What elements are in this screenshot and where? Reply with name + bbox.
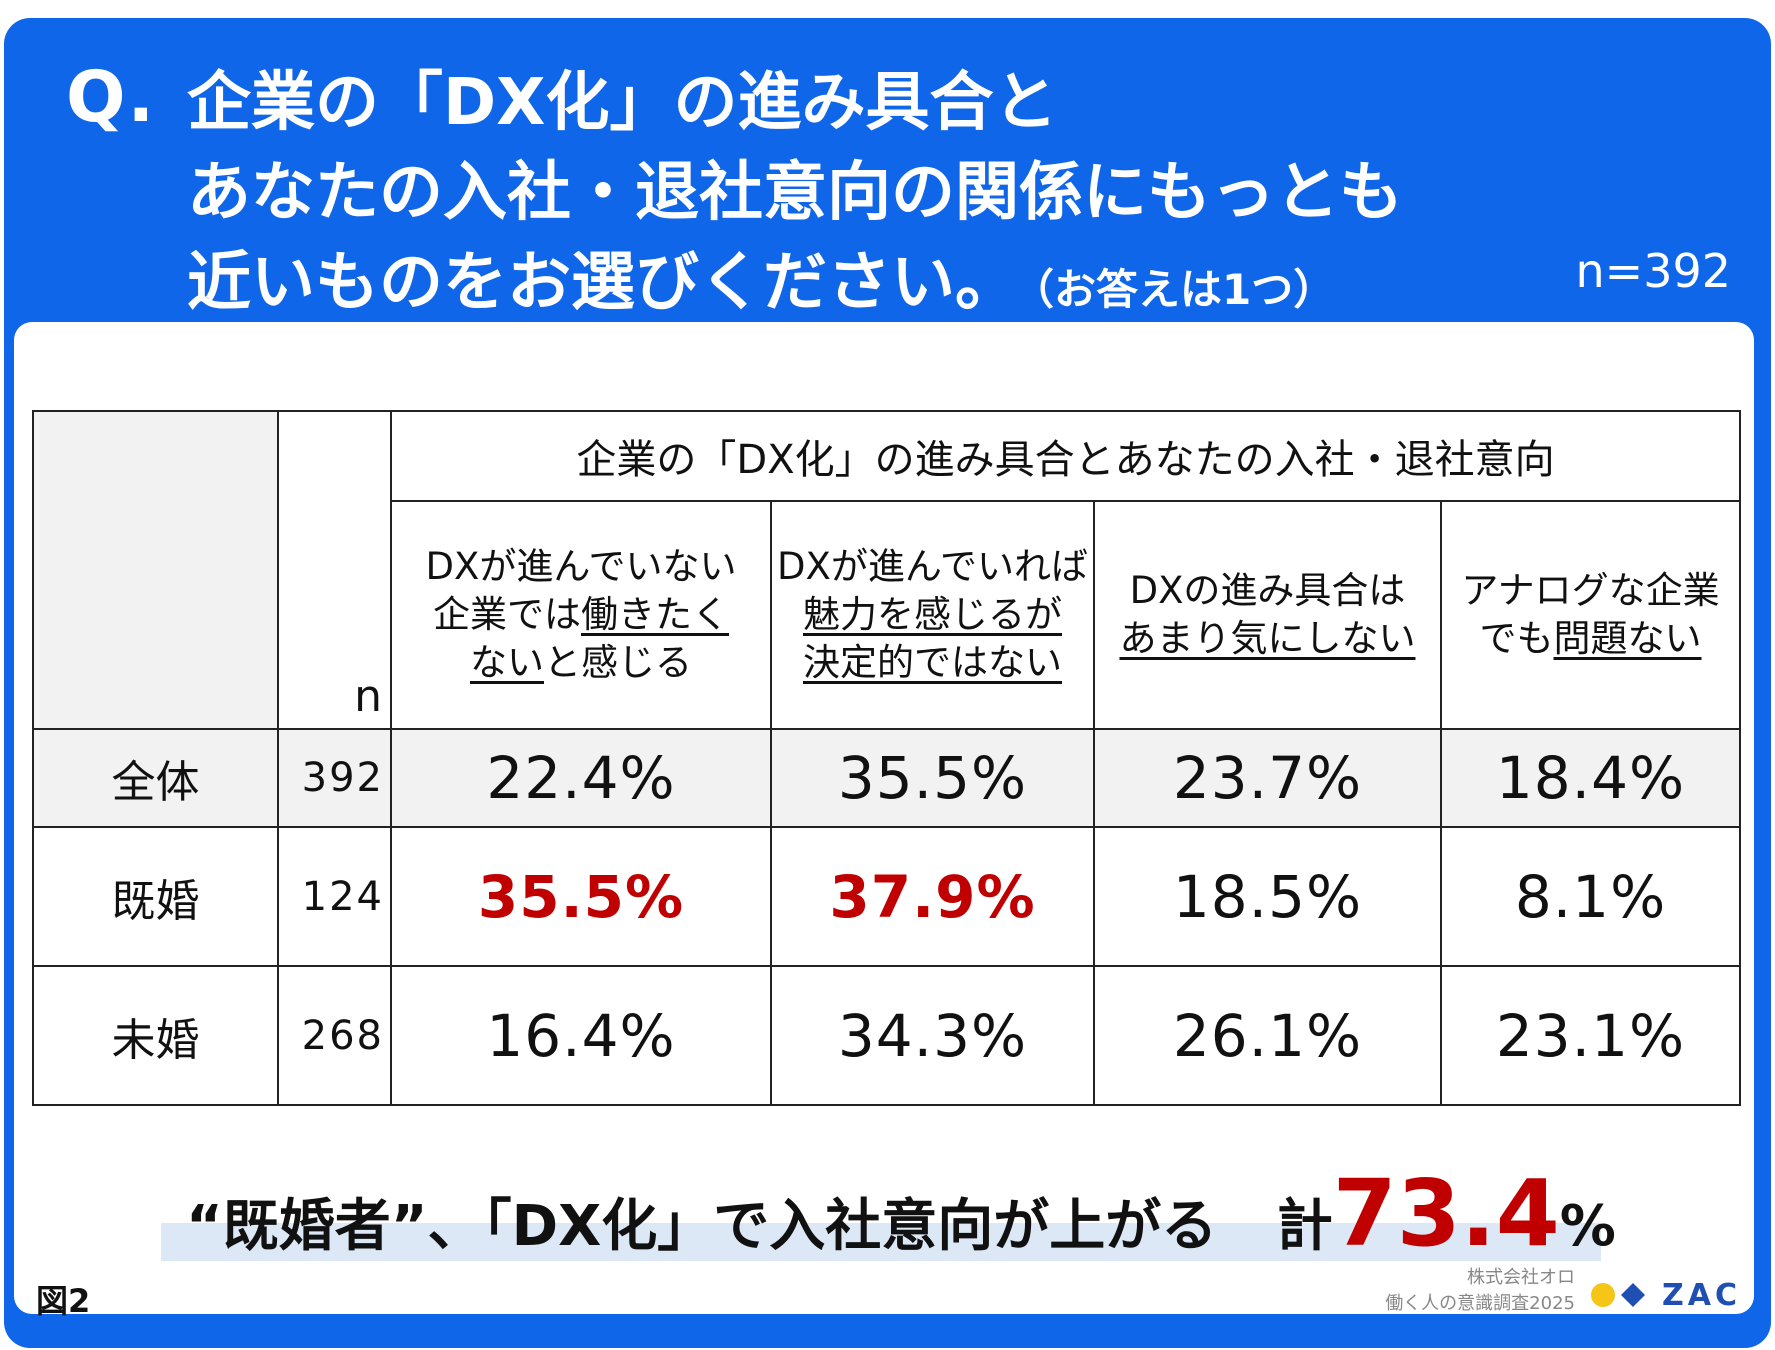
row-n-married: 124 [277,826,392,967]
logo-text: ZAC [1662,1278,1741,1313]
column-header-2: DXが進んでいれば 魅力を感じるが 決定的ではない [770,500,1095,730]
summary-total-value: 73.4 [1332,1160,1560,1267]
credit-survey: 働く人の意識調査2025 [1385,1293,1575,1314]
results-table: n 企業の「DX化」の進み具合とあなたの入社・退社意向 DXが進んでいない 企業… [32,410,1742,1106]
results-panel: n 企業の「DX化」の進み具合とあなたの入社・退社意向 DXが進んでいない 企業… [14,322,1754,1314]
col4-line2: でも問題ない [1442,615,1739,663]
question-line-3: 近いものをお選びください。 （お答えは1つ） [187,238,1627,335]
question-line-2: あなたの入社・退社意向の関係にもっとも [187,156,1403,230]
table-row-married: 既婚 124 35.5% 37.9% 18.5% 8.1% [32,826,1742,967]
column-header-4: アナログな企業 でも問題ない [1439,500,1742,730]
col2-line2: 魅力を感じるが [803,593,1062,636]
question-title: 企業の「DX化」の進み具合と あなたの入社・退社意向の関係にもっとも 近いものを… [187,58,1627,335]
question-line-3-text: 近いものをお選びください。 [187,246,1019,320]
col1-line2a: 企業では [433,593,581,636]
col4-line1: アナログな企業 [1461,569,1720,612]
summary-highlight-bar [161,1223,1601,1261]
col2-line1: DXが進んでいれば [777,545,1088,588]
cell-single-4: 23.1% [1439,965,1742,1106]
cell-total-2: 35.5% [770,728,1095,828]
row-label-single: 未婚 [32,965,279,1106]
row-n-total: 392 [277,728,392,828]
cell-married-2: 37.9% [770,826,1095,967]
cell-married-3: 18.5% [1093,826,1442,967]
row-label-married: 既婚 [32,826,279,967]
row-label-total: 全体 [32,728,279,828]
cell-single-2: 34.3% [770,965,1095,1106]
cell-married-1: 35.5% [390,826,772,967]
cell-total-4: 18.4% [1439,728,1742,828]
credit: 株式会社オロ 働く人の意識調査2025 [1385,1265,1575,1317]
cell-total-3: 23.7% [1093,728,1442,828]
table-row-single: 未婚 268 16.4% 34.3% 26.1% 23.1% [32,965,1742,1106]
sample-size: n=392 [1575,244,1732,298]
figure-label: 図2 [36,1282,91,1320]
summary-statement: “既婚者”、「DX化」で入社意向が上がる 計73.4% [186,1160,1616,1267]
col3-line1: DXの進み具合は [1129,569,1406,612]
logo-blue-diamond [1621,1283,1645,1307]
question-note: （お答えは1つ） [1033,265,1336,314]
summary-total-prefix: 計 [1276,1194,1333,1259]
group-header: 企業の「DX化」の進み具合とあなたの入社・退社意向 [389,410,1742,502]
col1-line3b: と感じる [544,641,692,684]
question-line-1: 企業の「DX化」の進み具合と [187,66,1058,140]
corner-cell [32,410,279,730]
summary-text: “既婚者”、「DX化」で入社意向が上がる [186,1194,1218,1259]
cell-total-1: 22.4% [390,728,772,828]
col1-line2: 企業では働きたく [392,591,770,639]
cell-single-3: 26.1% [1093,965,1442,1106]
credit-company: 株式会社オロ [1467,1267,1575,1288]
n-header: n [277,410,392,730]
col4-line2a: でも [1479,617,1554,660]
col1-line3a: ない [470,641,544,684]
question-mark: Q. [66,56,157,138]
col1-line1: DXが進んでいない [425,545,737,588]
col3-line2: あまり気にしない [1119,617,1416,660]
summary-total-unit: % [1559,1194,1616,1259]
col2-line3: 決定的ではない [803,641,1062,684]
column-header-3: DXの進み具合は あまり気にしない [1093,500,1442,730]
table-row-total: 全体 392 22.4% 35.5% 23.7% 18.4% [32,728,1742,828]
col1-line3: ないと感じる [392,639,770,687]
col4-line2b: 問題ない [1553,617,1702,660]
cell-married-4: 8.1% [1439,826,1742,967]
zac-logo-icon [1591,1283,1645,1307]
col1-line2b: 働きたく [581,593,729,636]
row-n-single: 268 [277,965,392,1106]
cell-single-1: 16.4% [390,965,772,1106]
column-header-1: DXが進んでいない 企業では働きたく ないと感じる [390,500,772,730]
logo-yellow-dot [1591,1283,1615,1307]
